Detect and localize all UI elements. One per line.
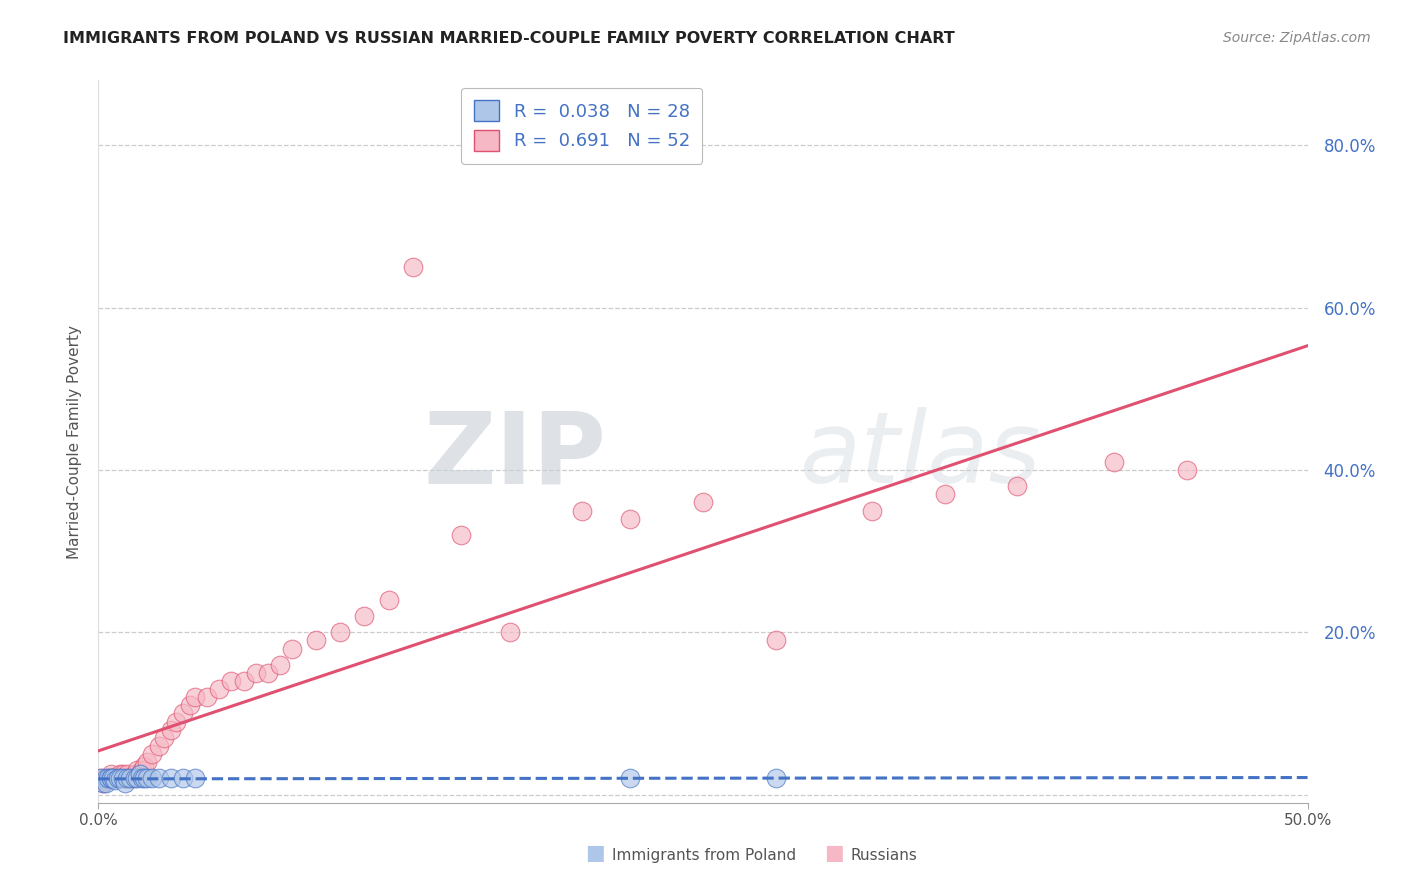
Legend: R =  0.038   N = 28, R =  0.691   N = 52: R = 0.038 N = 28, R = 0.691 N = 52 bbox=[461, 87, 703, 163]
Point bbox=[184, 690, 207, 705]
Point bbox=[195, 690, 218, 705]
Point bbox=[692, 495, 714, 509]
Point bbox=[97, 772, 120, 786]
Point bbox=[765, 633, 787, 648]
Point bbox=[124, 772, 146, 786]
Point bbox=[148, 772, 170, 786]
Point bbox=[353, 609, 375, 624]
Point bbox=[1175, 463, 1198, 477]
Point bbox=[160, 723, 183, 737]
Point bbox=[135, 755, 157, 769]
Point bbox=[111, 767, 134, 781]
Point bbox=[329, 625, 352, 640]
Point bbox=[107, 772, 129, 786]
Point bbox=[90, 772, 112, 786]
Point bbox=[124, 767, 146, 781]
Point bbox=[134, 759, 156, 773]
Point bbox=[118, 772, 141, 786]
Point bbox=[118, 772, 141, 786]
Point bbox=[498, 625, 520, 640]
Text: ■: ■ bbox=[585, 844, 605, 863]
Point bbox=[934, 487, 956, 501]
Point bbox=[402, 260, 425, 274]
Point bbox=[94, 772, 117, 786]
Point bbox=[128, 767, 150, 781]
Point bbox=[117, 767, 139, 781]
Point bbox=[1102, 455, 1125, 469]
Point bbox=[91, 775, 114, 789]
Point bbox=[165, 714, 187, 729]
Point bbox=[765, 772, 787, 786]
Text: IMMIGRANTS FROM POLAND VS RUSSIAN MARRIED-COUPLE FAMILY POVERTY CORRELATION CHAR: IMMIGRANTS FROM POLAND VS RUSSIAN MARRIE… bbox=[63, 31, 955, 46]
Point bbox=[128, 767, 150, 781]
Point bbox=[619, 772, 641, 786]
Point bbox=[619, 511, 641, 525]
Text: Source: ZipAtlas.com: Source: ZipAtlas.com bbox=[1223, 31, 1371, 45]
Point bbox=[108, 772, 131, 786]
Point bbox=[281, 641, 304, 656]
Point bbox=[127, 772, 149, 786]
Point bbox=[179, 698, 201, 713]
Point bbox=[100, 772, 122, 786]
Point bbox=[114, 772, 136, 786]
Point bbox=[114, 775, 136, 789]
Point bbox=[100, 772, 122, 786]
Point bbox=[117, 772, 139, 786]
Point bbox=[141, 772, 163, 786]
Point bbox=[90, 772, 112, 786]
Point bbox=[221, 673, 243, 688]
Point bbox=[107, 772, 129, 786]
Point bbox=[135, 772, 157, 786]
Point bbox=[245, 665, 267, 680]
Point bbox=[111, 772, 134, 786]
Point bbox=[131, 764, 153, 778]
Point bbox=[305, 633, 328, 648]
Point bbox=[269, 657, 291, 672]
Point bbox=[104, 773, 127, 788]
Point bbox=[91, 775, 114, 789]
Point bbox=[141, 747, 163, 761]
Point bbox=[256, 665, 278, 680]
Point bbox=[148, 739, 170, 753]
Point bbox=[121, 772, 143, 786]
Point bbox=[172, 706, 194, 721]
Point bbox=[108, 767, 131, 781]
Point bbox=[160, 772, 183, 786]
Point bbox=[184, 772, 207, 786]
Point bbox=[232, 673, 254, 688]
Y-axis label: Married-Couple Family Poverty: Married-Couple Family Poverty bbox=[66, 325, 82, 558]
Point bbox=[152, 731, 174, 745]
Point bbox=[101, 772, 124, 786]
Point bbox=[94, 775, 117, 789]
Point bbox=[450, 528, 472, 542]
Point bbox=[377, 592, 399, 607]
Point bbox=[134, 772, 156, 786]
Text: Immigrants from Poland: Immigrants from Poland bbox=[612, 848, 796, 863]
Point bbox=[97, 772, 120, 786]
Point bbox=[860, 503, 883, 517]
Point bbox=[208, 682, 231, 697]
Text: ■: ■ bbox=[824, 844, 844, 863]
Text: ZIP: ZIP bbox=[423, 408, 606, 505]
Point bbox=[127, 764, 149, 778]
Text: atlas: atlas bbox=[800, 408, 1042, 505]
Point bbox=[100, 767, 122, 781]
Point bbox=[101, 772, 124, 786]
Point bbox=[172, 772, 194, 786]
Point bbox=[571, 503, 593, 517]
Point bbox=[1007, 479, 1029, 493]
Point bbox=[131, 772, 153, 786]
Point bbox=[94, 773, 117, 788]
Point bbox=[104, 772, 127, 786]
Text: Russians: Russians bbox=[851, 848, 918, 863]
